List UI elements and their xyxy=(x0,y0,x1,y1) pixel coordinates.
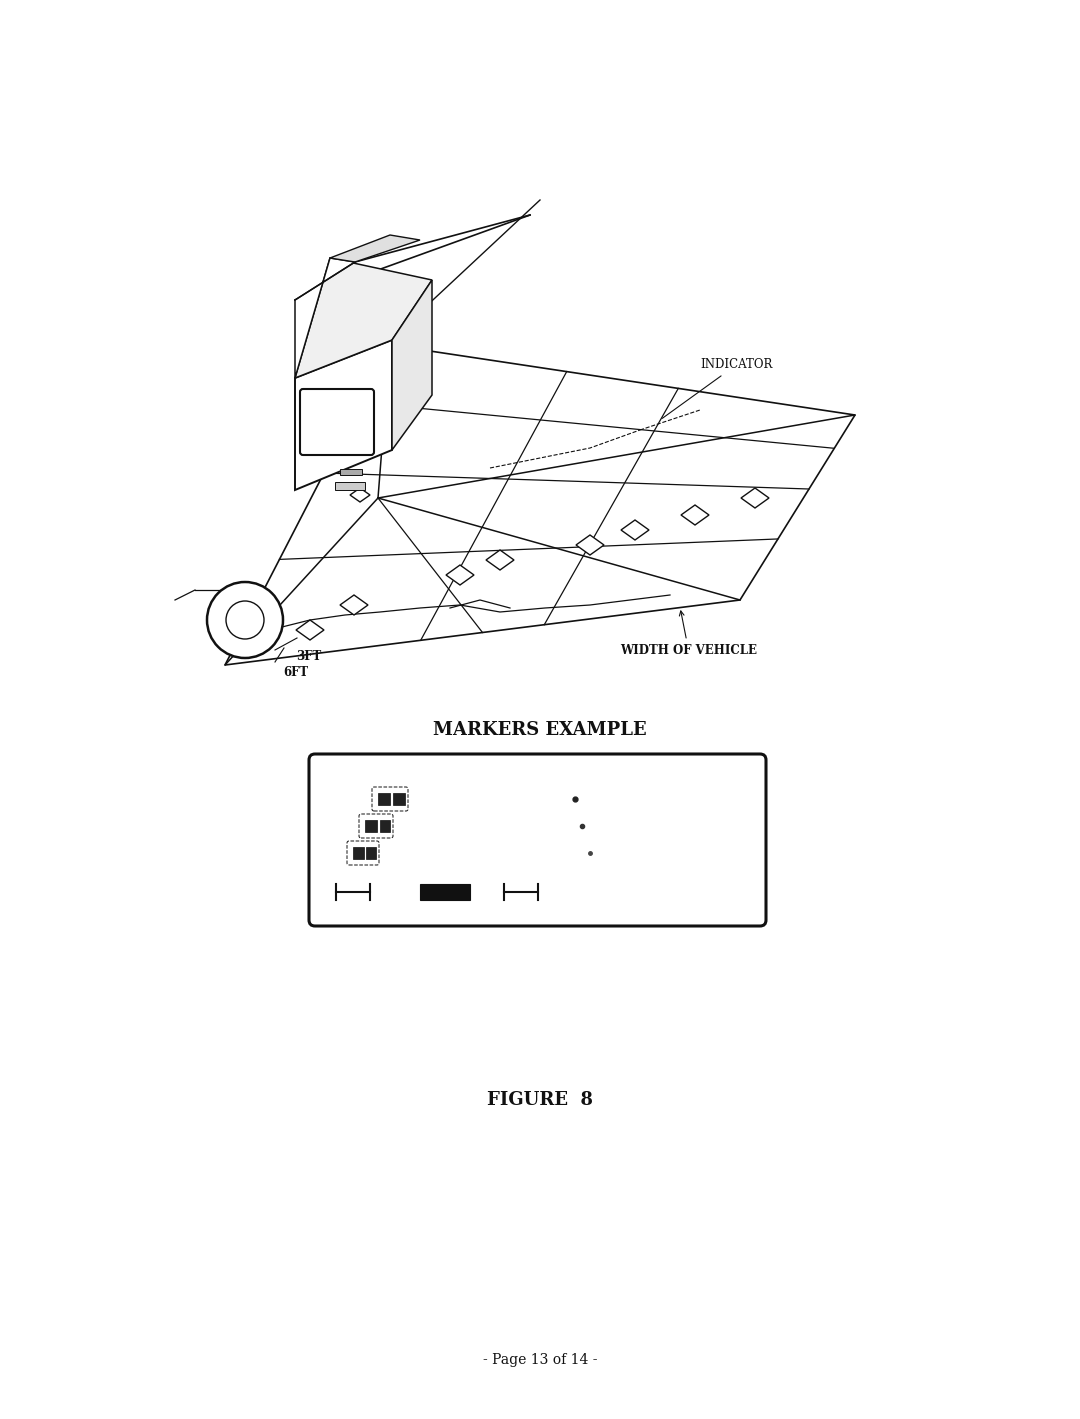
Bar xyxy=(380,820,390,832)
Text: MARKERS EXAMPLE: MARKERS EXAMPLE xyxy=(433,721,647,739)
Polygon shape xyxy=(576,535,604,555)
Text: WIDTH OF VEHICLE: WIDTH OF VEHICLE xyxy=(620,612,757,657)
Polygon shape xyxy=(295,258,355,377)
Polygon shape xyxy=(340,595,368,614)
Bar xyxy=(340,470,362,475)
Circle shape xyxy=(207,582,283,658)
Polygon shape xyxy=(446,565,474,585)
Text: 3FT: 3FT xyxy=(296,650,321,663)
Polygon shape xyxy=(295,341,392,490)
Polygon shape xyxy=(350,488,370,502)
Bar xyxy=(353,847,364,858)
Bar xyxy=(393,793,405,805)
Text: INDICATOR: INDICATOR xyxy=(662,359,772,419)
Text: - Page 13 of 14 -: - Page 13 of 14 - xyxy=(483,1352,597,1366)
FancyBboxPatch shape xyxy=(309,753,766,927)
Polygon shape xyxy=(741,488,769,508)
Bar xyxy=(378,793,390,805)
Bar xyxy=(366,847,376,858)
Bar xyxy=(420,884,470,900)
Polygon shape xyxy=(486,551,514,570)
Text: FIGURE  8: FIGURE 8 xyxy=(487,1091,593,1110)
Text: 6FT: 6FT xyxy=(283,666,308,680)
FancyBboxPatch shape xyxy=(300,389,374,455)
Polygon shape xyxy=(295,258,432,377)
Bar xyxy=(365,820,377,832)
Bar xyxy=(335,482,365,490)
Polygon shape xyxy=(681,505,708,525)
Polygon shape xyxy=(392,280,432,450)
Polygon shape xyxy=(621,519,649,541)
Polygon shape xyxy=(296,620,324,640)
Polygon shape xyxy=(330,236,420,263)
